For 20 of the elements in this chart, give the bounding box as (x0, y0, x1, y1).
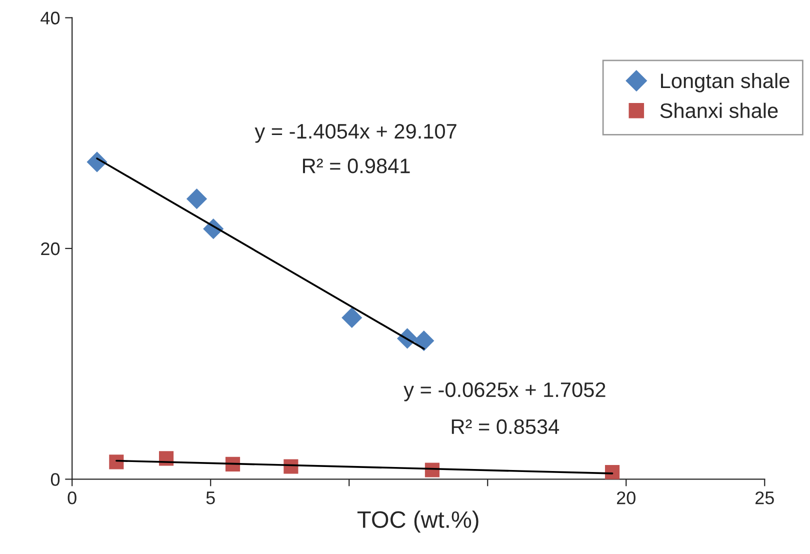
annotation: R² = 0.9841 (303, 158, 410, 174)
y-tick-label: 40 (40, 12, 60, 24)
annotation: y = -0.0625x + 1.7052 (404, 382, 606, 402)
point (186, 188, 208, 210)
legend-label: Shanxi shale (660, 102, 778, 118)
y-tick-label: 0 (50, 473, 60, 486)
point (86, 152, 108, 172)
x-tick-label: 5 (206, 492, 215, 504)
point (342, 307, 362, 328)
point (604, 465, 620, 480)
point (109, 454, 124, 470)
legend-label: Longtan shale (661, 72, 790, 92)
y-tick-label: 20 (41, 242, 60, 256)
point (414, 330, 434, 352)
annotation: R² = 0.8534 (452, 419, 560, 434)
annotation: y = -1.4054x + 29.107 (254, 124, 456, 143)
x-tick-label: 20 (617, 491, 636, 504)
x-tick-label: 25 (756, 491, 774, 504)
x-axis-title: TOC (wt.%) (357, 510, 478, 533)
x-tick-label: 0 (68, 491, 76, 504)
